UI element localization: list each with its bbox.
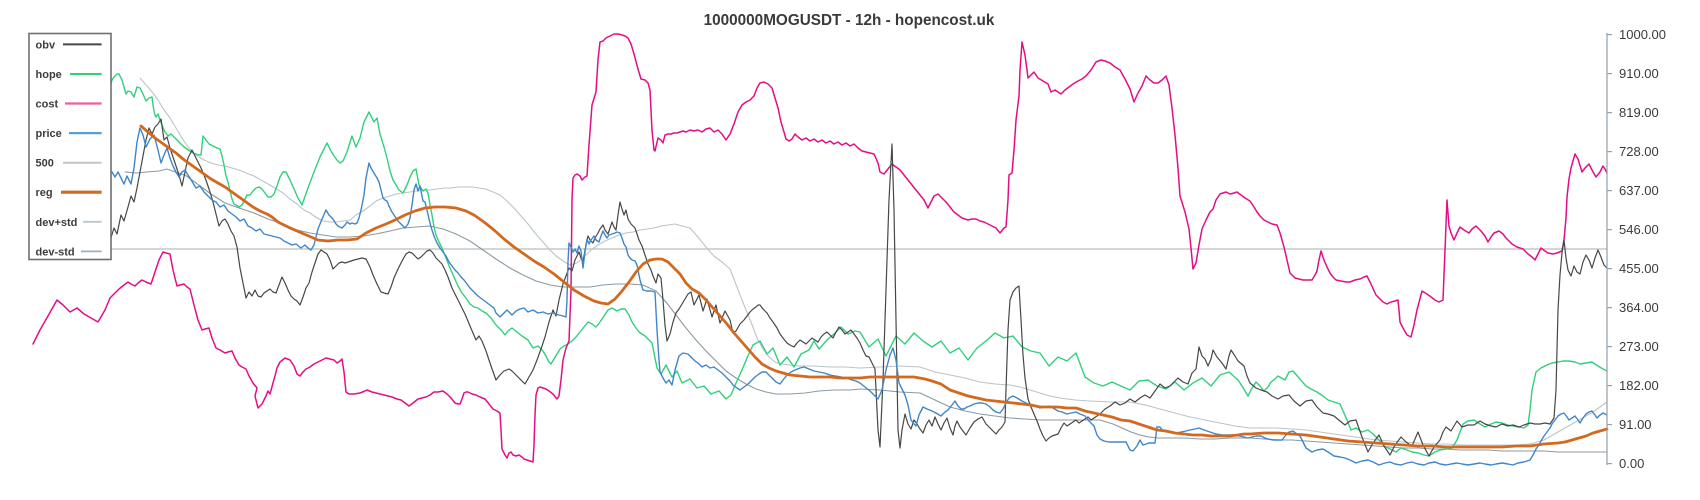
svg-text:obv: obv bbox=[36, 39, 56, 51]
svg-text:364.00: 364.00 bbox=[1619, 300, 1659, 315]
svg-text:728.00: 728.00 bbox=[1619, 144, 1659, 159]
svg-text:910.00: 910.00 bbox=[1619, 66, 1659, 81]
svg-text:hope: hope bbox=[36, 69, 62, 81]
svg-text:455.00: 455.00 bbox=[1619, 261, 1659, 276]
svg-text:546.00: 546.00 bbox=[1619, 222, 1659, 237]
svg-text:91.00: 91.00 bbox=[1619, 417, 1652, 432]
svg-text:182.00: 182.00 bbox=[1619, 378, 1659, 393]
svg-text:reg: reg bbox=[36, 187, 53, 199]
svg-text:price: price bbox=[36, 128, 62, 140]
svg-text:1000.00: 1000.00 bbox=[1619, 27, 1666, 42]
svg-text:273.00: 273.00 bbox=[1619, 339, 1659, 354]
svg-text:0.00: 0.00 bbox=[1619, 456, 1644, 471]
svg-text:637.00: 637.00 bbox=[1619, 183, 1659, 198]
svg-text:dev+std: dev+std bbox=[36, 217, 78, 229]
svg-text:cost: cost bbox=[36, 99, 59, 111]
svg-text:819.00: 819.00 bbox=[1619, 105, 1659, 120]
svg-text:1000000MOGUSDT - 12h - hopenco: 1000000MOGUSDT - 12h - hopencost.uk bbox=[704, 12, 995, 29]
svg-text:dev-std: dev-std bbox=[36, 246, 75, 258]
svg-text:500: 500 bbox=[36, 158, 54, 170]
